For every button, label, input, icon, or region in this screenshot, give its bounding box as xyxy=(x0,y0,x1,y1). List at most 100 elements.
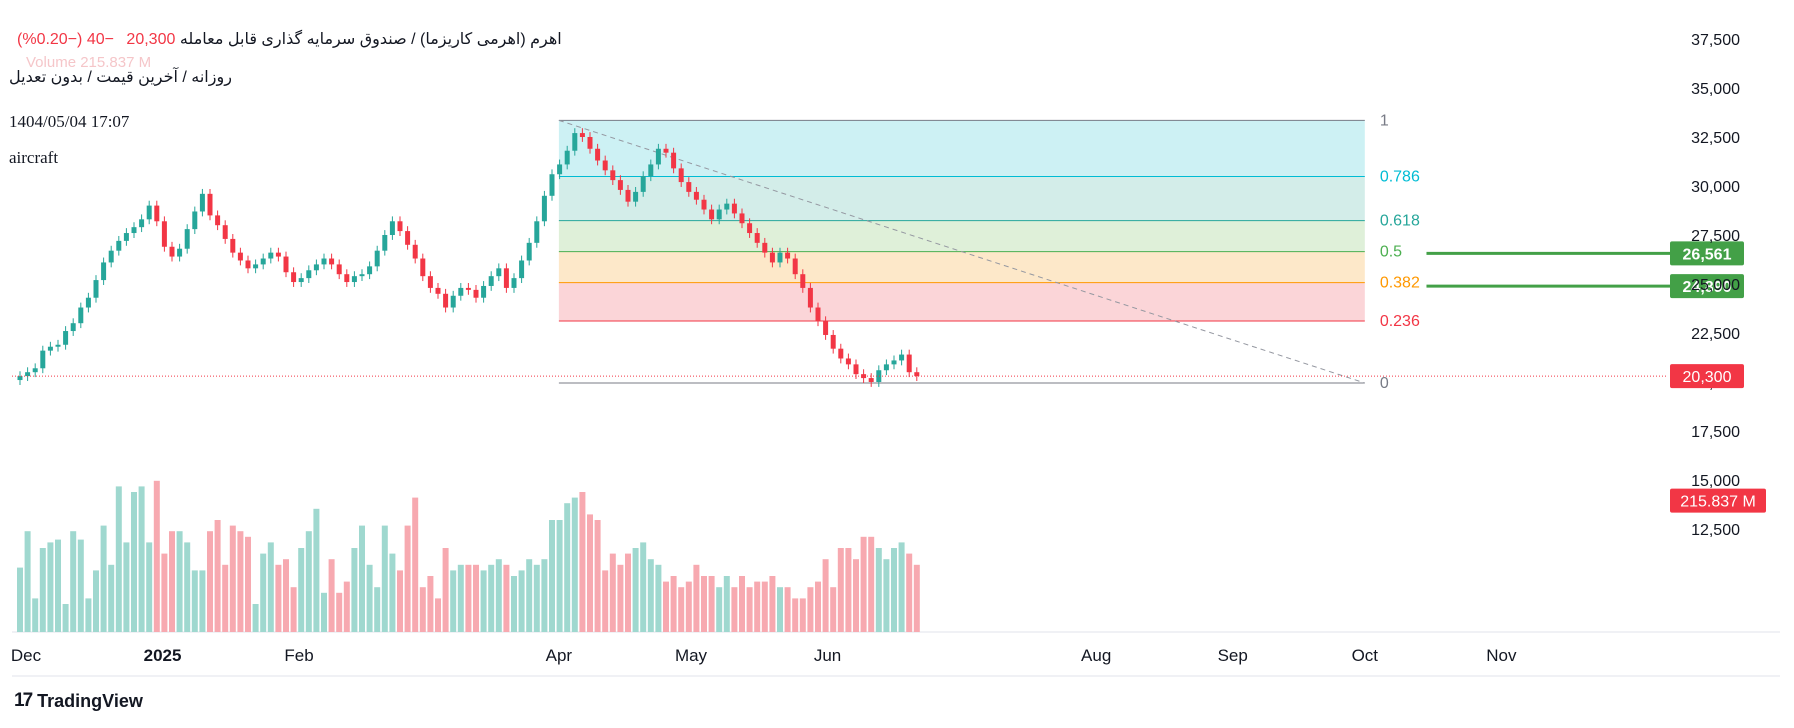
candle-body xyxy=(420,258,426,277)
time-axis-label: 2025 xyxy=(144,646,182,665)
candle-body xyxy=(815,307,821,322)
time-axis-label: Sep xyxy=(1218,646,1248,665)
volume-bar xyxy=(663,581,669,632)
candle-body xyxy=(625,189,631,202)
volume-bar xyxy=(754,581,761,632)
candle-body xyxy=(177,248,183,257)
tradingview-brand[interactable]: 17 TradingView xyxy=(14,690,143,712)
volume-bar xyxy=(685,581,692,632)
candle-body xyxy=(655,148,661,165)
candle-body xyxy=(207,193,213,216)
volume-bar xyxy=(640,542,647,632)
time-axis-label: Aug xyxy=(1081,646,1111,665)
chart-datetime: 1404/05/04 17:07 xyxy=(9,112,130,131)
volume-bar xyxy=(587,514,593,632)
candle-body xyxy=(709,209,715,220)
candle-body xyxy=(747,223,753,234)
volume-bar xyxy=(435,598,441,632)
fibonacci-retracement[interactable]: 1 0.786 0.618 0.5 0.382 0.236 0 xyxy=(558,112,1420,392)
candle-body xyxy=(853,364,859,375)
candle-body xyxy=(329,258,335,265)
candle-body xyxy=(283,256,289,273)
volume-bar xyxy=(123,542,130,632)
volume-bar xyxy=(564,503,571,632)
volume-bar xyxy=(891,548,897,632)
volume-bar xyxy=(716,587,723,632)
legend-symbol-line: اهرم (اهرمی کاریزما) / صندوق سرمایه گذار… xyxy=(9,29,562,49)
fib-zone xyxy=(558,251,1365,283)
candle-body xyxy=(85,297,91,308)
fib-level-label: 0.618 xyxy=(1380,213,1420,230)
volume-bar xyxy=(549,520,555,632)
volume-label: Volume xyxy=(26,54,77,71)
volume-bar xyxy=(229,525,236,632)
candle-body xyxy=(785,252,791,259)
price-axis-label: 215.837 M xyxy=(1680,494,1756,511)
candle-body xyxy=(245,260,251,269)
candle-body xyxy=(412,244,418,259)
timeframe-line: روزانه / آخرین قیمت / بدون تعدیل xyxy=(9,69,232,86)
candle-body xyxy=(686,182,692,192)
volume-bar xyxy=(883,559,890,632)
tradingview-logo-icon: 17 xyxy=(14,690,33,711)
time-axis-label: Jun xyxy=(814,646,841,665)
fib-zone xyxy=(558,120,1365,177)
volume-bar xyxy=(465,564,472,632)
time-axis[interactable]: Dec 2025 Feb Apr May Jun Aug Sep Oct Nov xyxy=(11,646,1517,665)
candle-body xyxy=(443,293,449,308)
volume-bar xyxy=(442,548,449,632)
candle-body xyxy=(899,354,905,361)
candle-body xyxy=(534,221,540,243)
price-axis-label: 20,300 xyxy=(1683,369,1732,386)
volume-bar xyxy=(556,520,563,632)
volume-bar xyxy=(93,570,99,632)
candle-body xyxy=(648,164,654,177)
volume-bar xyxy=(100,525,107,632)
volume-bar xyxy=(245,536,251,632)
candle-body xyxy=(663,148,669,153)
volume-bar xyxy=(511,576,517,632)
candle-body xyxy=(861,374,867,379)
volume-bar xyxy=(541,559,548,632)
volume-bar xyxy=(632,548,639,632)
candle-body xyxy=(602,160,608,171)
volume-bar xyxy=(617,564,624,632)
price-axis-tick-label: 30,000 xyxy=(1691,179,1740,196)
horizontal-lines[interactable]: 26,561 24,890 xyxy=(1426,241,1744,299)
price-axis[interactable]: 12,50015,00017,50020,00022,50025,00027,5… xyxy=(1670,32,1766,539)
price-axis-tick-label: 22,500 xyxy=(1691,326,1740,343)
candle-body xyxy=(564,150,570,165)
volume-bar xyxy=(533,564,540,632)
volume-bar xyxy=(328,559,335,632)
candle-body xyxy=(32,368,38,373)
candle-body xyxy=(199,193,205,212)
volume-bar xyxy=(845,548,852,632)
volume-bar xyxy=(267,542,274,632)
volume-bar xyxy=(906,553,913,632)
volume-bar xyxy=(298,548,305,632)
candle-body xyxy=(503,268,509,288)
candle-body xyxy=(161,221,167,247)
candle-body xyxy=(762,242,768,253)
price-axis-label-bg xyxy=(1670,488,1766,513)
volume-bar xyxy=(336,592,343,632)
candle-body xyxy=(336,264,342,275)
volume-bar xyxy=(55,539,61,632)
volume-bar xyxy=(579,492,586,632)
volume-bar xyxy=(473,564,479,632)
candle-body xyxy=(344,274,350,283)
volume-bar xyxy=(138,486,145,632)
candle-body xyxy=(496,268,502,277)
volume-bar xyxy=(739,576,745,632)
symbol-name[interactable]: اهرم (اهرمی کاریزما) / صندوق سرمایه گذار… xyxy=(179,31,562,48)
candle-body xyxy=(891,360,897,365)
volume-bar xyxy=(169,531,175,632)
candle-body xyxy=(230,238,236,253)
volume-bars xyxy=(17,480,920,632)
candle-body xyxy=(610,170,616,181)
price-change: −40 (−0.20%) xyxy=(17,31,114,48)
volume-bar xyxy=(131,492,137,632)
volume-bar xyxy=(875,548,882,632)
time-axis-label: Dec xyxy=(11,646,42,665)
